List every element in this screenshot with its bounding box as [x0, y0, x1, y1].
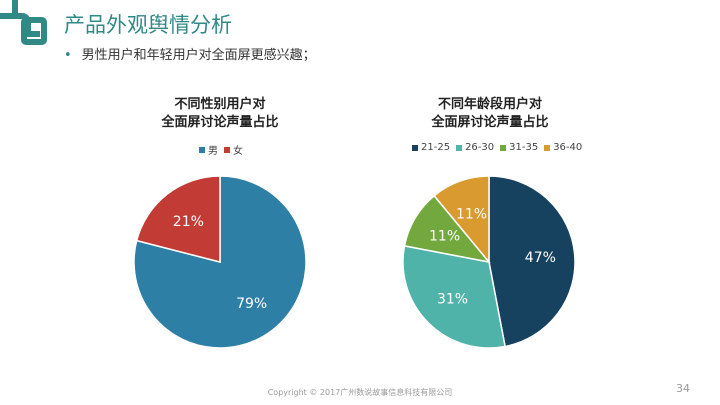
- legend-label: 36-40: [553, 142, 583, 153]
- age-pie-chart: 47% 31% 11% 11%: [402, 175, 576, 349]
- pie-data-label: 47%: [525, 250, 556, 266]
- legend-swatch: [224, 146, 230, 153]
- pie-data-label: 21%: [173, 214, 204, 230]
- age-chart-legend: 21-25 26-30 31-35 36-40: [412, 142, 582, 153]
- legend-item: 21-25: [412, 142, 450, 153]
- pie-slice: [133, 175, 307, 349]
- gender-chart-title-line1: 不同性别用户对: [174, 97, 266, 112]
- pie-data-label: 11%: [456, 206, 487, 222]
- pie-slice: [488, 175, 576, 348]
- pie-slice: [402, 245, 506, 349]
- pie-data-label: 11%: [429, 229, 460, 245]
- bullet-label: 男性用户和年轻用户对全面屏更感兴趣；: [81, 48, 316, 63]
- legend-item: 女: [224, 142, 243, 157]
- legend-label: 21-25: [421, 142, 451, 153]
- pie-data-label: 31%: [437, 291, 468, 307]
- legend-swatch: [500, 144, 507, 151]
- gender-chart-title: 不同性别用户对 全面屏讨论声量占比: [110, 96, 330, 132]
- legend-swatch: [412, 144, 418, 151]
- legend-label: 女: [233, 146, 243, 157]
- legend-swatch: [199, 146, 205, 153]
- legend-item: 26-30: [456, 142, 494, 153]
- age-chart-title: 不同年龄段用户对 全面屏讨论声量占比: [380, 96, 600, 132]
- age-chart-title-line2: 全面屏讨论声量占比: [431, 115, 549, 130]
- page-number: 34: [676, 382, 690, 395]
- bullet-dot-icon: •: [64, 48, 72, 63]
- legend-label: 26-30: [465, 142, 495, 153]
- legend-swatch: [456, 144, 463, 151]
- legend-swatch: [544, 144, 551, 151]
- gender-chart-legend: 男女: [199, 142, 243, 157]
- brand-logo-icon: [0, 0, 47, 45]
- gender-pie-chart: 79% 21%: [133, 175, 307, 349]
- legend-item: 36-40: [544, 142, 582, 153]
- pie-data-label: 79%: [236, 296, 267, 312]
- legend-item: 男: [199, 142, 218, 157]
- legend-label: 31-35: [509, 142, 539, 153]
- copyright-footer: Copyright © 2017广州数说故事信息科技有限公司: [267, 388, 453, 397]
- pie-slice: [433, 175, 490, 265]
- legend-item: 31-35: [500, 142, 538, 153]
- age-chart-title-line1: 不同年龄段用户对: [437, 97, 542, 112]
- legend-label: 男: [208, 146, 218, 157]
- page-title: 产品外观舆情分析: [64, 13, 232, 37]
- bullet-text: • 男性用户和年轻用户对全面屏更感兴趣；: [64, 44, 316, 63]
- gender-chart-title-line2: 全面屏讨论声量占比: [161, 115, 279, 130]
- pie-slice: [135, 175, 221, 263]
